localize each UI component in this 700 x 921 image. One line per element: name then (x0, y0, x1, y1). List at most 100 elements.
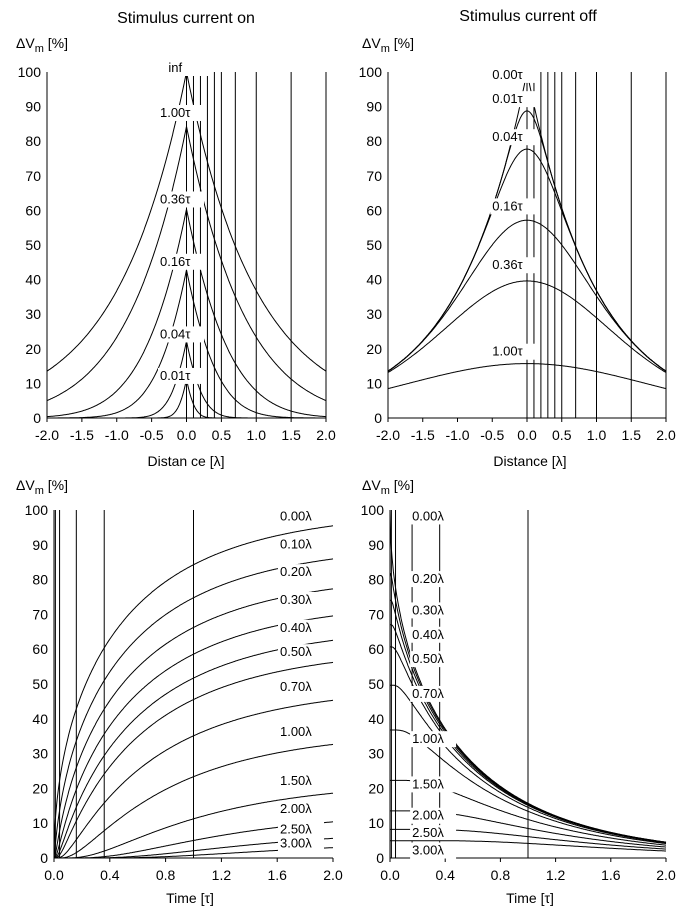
series-label-bg (410, 776, 457, 793)
panel-title-off: Stimulus current off (459, 8, 597, 25)
series-line (54, 699, 334, 859)
series-label: 3.00λ (412, 843, 444, 858)
y-axis-label: ΔVm [%] (362, 477, 414, 497)
series-label-bg (157, 367, 204, 384)
y-tick-label: 40 (25, 272, 41, 288)
x-axis-label: Time [τ] (506, 890, 554, 906)
series-label: 0.20λ (412, 571, 444, 586)
series-label-bg (410, 685, 457, 702)
x-tick-label: 0.0 (517, 427, 537, 443)
x-tick-label: 1.5 (281, 427, 301, 443)
y-tick-label: 0 (376, 850, 384, 866)
y-tick-label: 20 (366, 341, 382, 357)
y-tick-label: 90 (32, 537, 48, 553)
series-label: 0.04τ (160, 326, 191, 341)
y-tick-label: 0 (40, 850, 48, 866)
series-line (387, 219, 667, 372)
x-tick-label: -0.5 (480, 427, 504, 443)
x-tick-label: 2.0 (656, 427, 676, 443)
series-label: 0.00λ (280, 508, 312, 523)
series-label-bg (410, 825, 457, 842)
series-label: 0.20λ (280, 564, 312, 579)
y-tick-label: 10 (366, 375, 382, 391)
series-label: 1.00τ (492, 344, 523, 359)
y-tick-label: 90 (368, 537, 384, 553)
y-tick-label: 60 (25, 202, 41, 218)
series-label: 0.70λ (280, 679, 312, 694)
series-label-bg (277, 508, 324, 525)
x-tick-label: 1.2 (212, 867, 232, 883)
series-label: 0.04τ (492, 129, 523, 144)
series-label-bg (277, 835, 324, 852)
y-tick-label: 10 (368, 815, 384, 831)
y-tick-label: 50 (368, 676, 384, 692)
x-tick-label: -0.5 (140, 427, 164, 443)
y-tick-label: 10 (32, 815, 48, 831)
series-line (47, 269, 326, 419)
series-label-bg (490, 198, 537, 215)
series-label-bg (277, 644, 324, 661)
x-tick-label: -1.0 (105, 427, 129, 443)
series-label: 2.00λ (412, 808, 444, 823)
series-line (54, 661, 334, 859)
series-line (53, 525, 334, 859)
x-tick-label: 1.2 (546, 867, 566, 883)
y-tick-label: 60 (366, 202, 382, 218)
series-label: 0.10λ (280, 536, 312, 551)
series-label: 2.50λ (412, 825, 444, 840)
y-tick-label: 50 (25, 237, 41, 253)
x-tick-label: 2.0 (656, 867, 676, 883)
y-tick-label: 30 (366, 306, 382, 322)
y-tick-label: 100 (361, 502, 385, 518)
x-tick-label: -1.5 (411, 427, 435, 443)
series-label-bg (490, 66, 537, 83)
y-tick-label: 10 (25, 375, 41, 391)
series-line (390, 840, 666, 852)
y-tick-label: 30 (368, 746, 384, 762)
y-tick-label: 60 (32, 641, 48, 657)
series-label-bg (166, 60, 213, 76)
x-axis-label: Distance [λ] (493, 453, 566, 469)
series-label: 0.30λ (280, 592, 312, 607)
x-tick-label: 1.6 (601, 867, 621, 883)
series-label-bg (410, 571, 457, 588)
y-tick-label: 0 (33, 410, 41, 426)
series-label-bg (410, 626, 457, 643)
series-label: 0.40λ (280, 620, 312, 635)
y-tick-label: 0 (374, 410, 382, 426)
y-tick-label: 70 (368, 606, 384, 622)
y-axis-label: ΔVm [%] (362, 35, 414, 55)
series-label: 0.16τ (160, 254, 191, 269)
series-line (390, 729, 667, 845)
x-tick-label: 0.0 (177, 427, 197, 443)
panel-p3: ΔVm [%] Time [τ] 0 10 20 30 40 50 60 70 80 90 100 0.0… (16, 477, 343, 906)
y-tick-label: 80 (366, 133, 382, 149)
series-label-bg (277, 678, 324, 695)
x-tick-label: 2.0 (316, 427, 336, 443)
series-label-bg (410, 842, 457, 859)
series-line (47, 208, 326, 418)
series-label-bg (490, 129, 537, 146)
series-line (54, 743, 334, 859)
x-tick-label: 1.6 (267, 867, 287, 883)
x-tick-label: 0.8 (491, 867, 511, 883)
y-tick-label: 40 (32, 711, 48, 727)
y-tick-label: 100 (18, 64, 42, 80)
x-axis-label: Time [τ] (166, 890, 214, 906)
x-axis-label: Distan ce [λ] (147, 453, 224, 469)
series-label: 0.00λ (412, 508, 444, 523)
series-label: 0.36τ (160, 191, 191, 206)
x-tick-label: -1.5 (70, 427, 94, 443)
series-label-bg (157, 326, 204, 343)
series-label: 2.00λ (280, 801, 312, 816)
series-label-bg (277, 821, 324, 838)
series-label-bg (277, 591, 324, 608)
panel-p4: ΔVm [%] Time [τ] 0 10 20 30 40 50 60 70 80 90 100 0.0… (361, 477, 676, 906)
x-tick-label: 0.5 (212, 427, 232, 443)
series-line (390, 646, 667, 843)
series-label-bg (410, 651, 457, 668)
series-label-bg (277, 564, 324, 581)
y-tick-label: 70 (366, 168, 382, 184)
y-tick-label: 90 (366, 99, 382, 115)
